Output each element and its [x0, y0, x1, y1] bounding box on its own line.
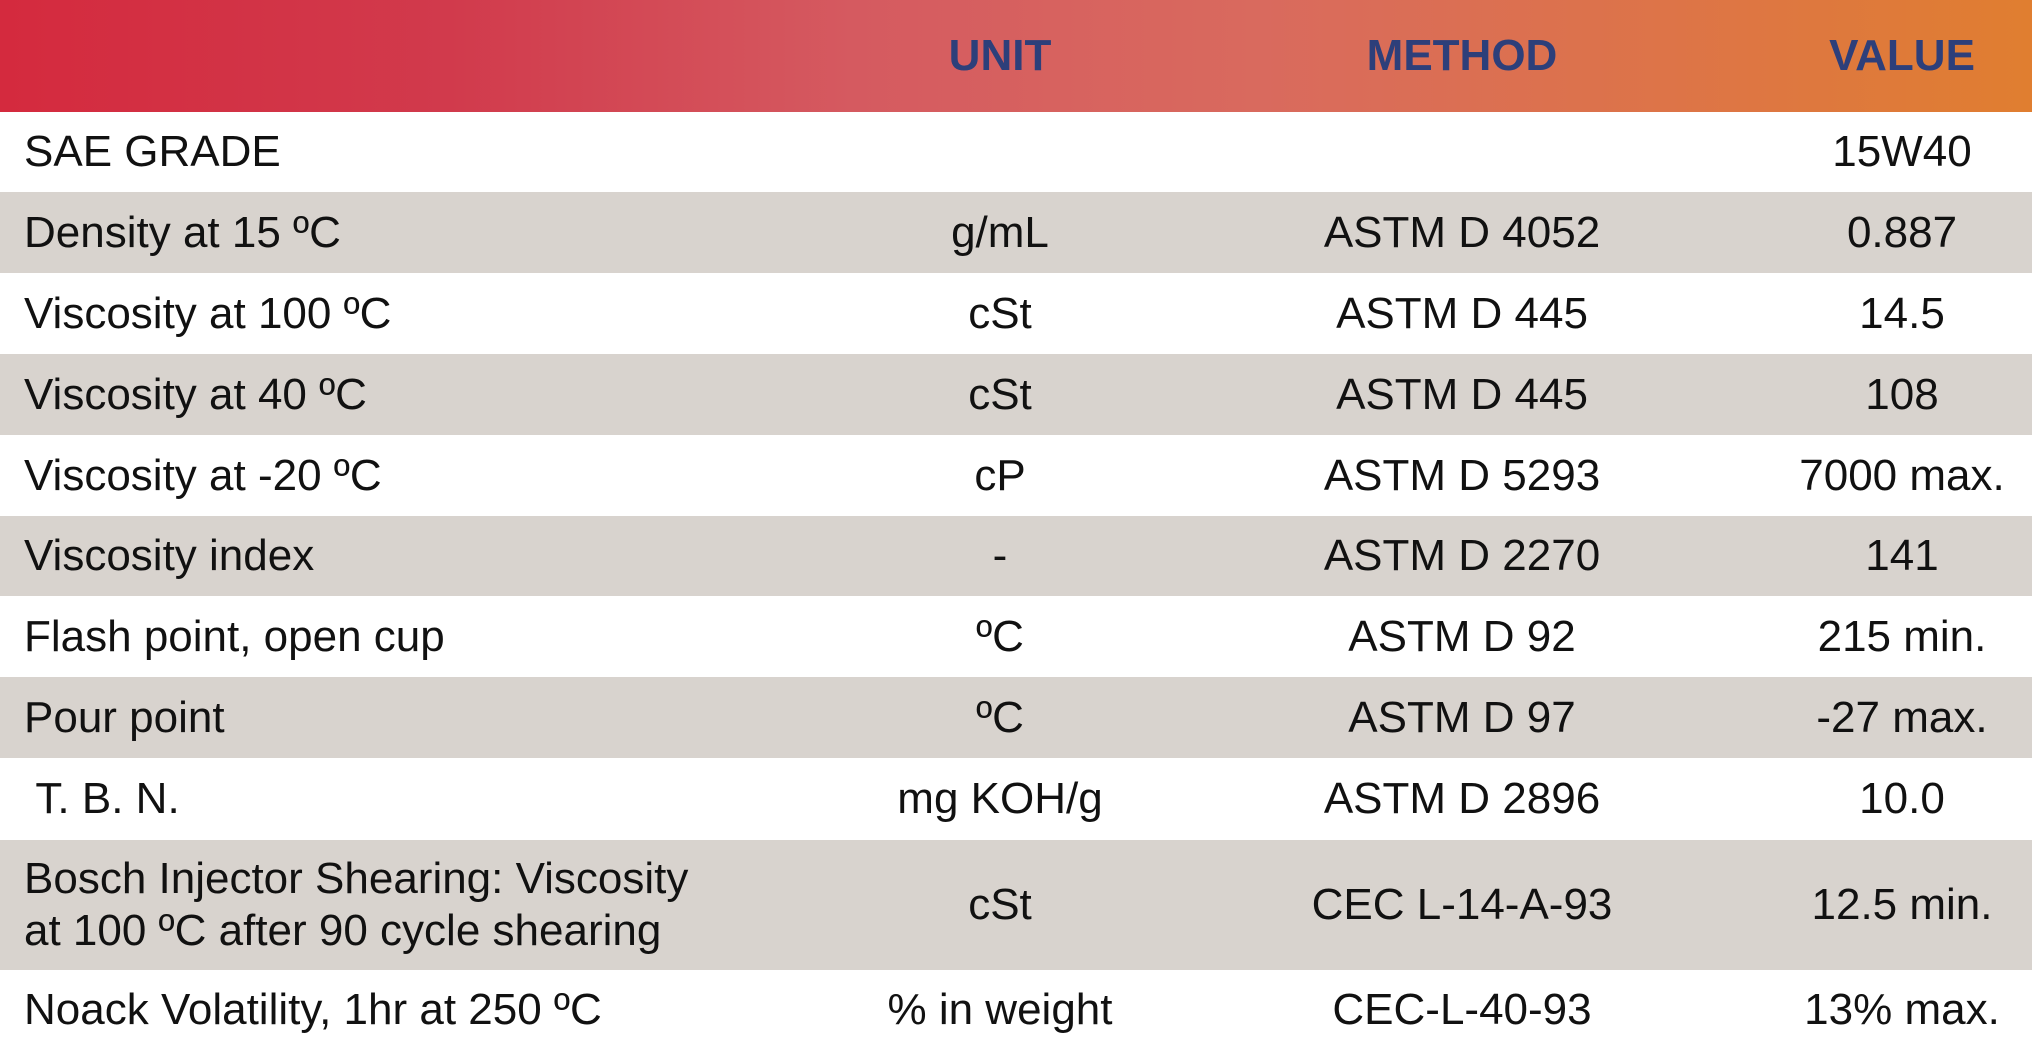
header-value: VALUE — [1829, 31, 1975, 80]
value-cell: 14.5 — [1859, 288, 1945, 338]
property-cell: Viscosity at 40 ºC — [24, 369, 367, 419]
property-cell: Bosch Injector Shearing: Viscosity at 10… — [24, 854, 689, 955]
value-cell: 141 — [1865, 531, 1939, 580]
value-cell: 7000 max. — [1799, 450, 2005, 500]
method-cell: ASTM D 4052 — [1323, 207, 1601, 257]
unit-cell: - — [992, 531, 1008, 580]
header-unit: UNIT — [948, 31, 1052, 80]
table-row: Viscosity at 100 ºC cSt ASTM D 445 14.5 — [0, 273, 2032, 354]
property-cell: Noack Volatility, 1hr at 250 ºC — [24, 985, 602, 1034]
value-cell: -27 max. — [1816, 692, 1988, 742]
unit-cell: cP — [974, 450, 1026, 500]
value-cell: 15W40 — [1832, 127, 1972, 176]
value-cell: 0.887 — [1846, 207, 1958, 257]
property-cell: Viscosity at -20 ºC — [24, 450, 382, 500]
unit-cell: cSt — [968, 880, 1032, 929]
unit-cell — [800, 112, 1200, 192]
method-cell: ASTM D 5293 — [1323, 450, 1601, 500]
property-cell: Density at 15 ºC — [24, 207, 341, 257]
property-cell: Flash point, open cup — [24, 611, 445, 661]
table-row: Bosch Injector Shearing: Viscosity at 10… — [0, 840, 2032, 970]
table-row: Density at 15 ºC g/mL ASTM D 4052 0.887 — [0, 192, 2032, 273]
table-row: Viscosity at 40 ºC cSt ASTM D 445 108 — [0, 354, 2032, 435]
table-row: Noack Volatility, 1hr at 250 ºC % in wei… — [0, 970, 2032, 1050]
unit-cell: g/mL — [951, 207, 1049, 257]
value-cell: 10.0 — [1859, 774, 1945, 823]
unit-cell: mg KOH/g — [897, 774, 1103, 823]
table-row: Viscosity at -20 ºC cP ASTM D 5293 7000 … — [0, 435, 2032, 516]
method-cell: ASTM D 97 — [1348, 692, 1576, 742]
unit-cell: % in weight — [887, 985, 1113, 1034]
value-cell: 12.5 min. — [1811, 880, 1993, 929]
unit-cell: cSt — [968, 369, 1032, 419]
table-header: UNIT METHOD VALUE — [0, 0, 2032, 112]
method-cell: CEC-L-40-93 — [1332, 985, 1592, 1034]
value-cell: 13% max. — [1804, 985, 2000, 1034]
property-cell: Viscosity index — [24, 531, 315, 580]
method-cell: ASTM D 2270 — [1323, 531, 1601, 580]
method-cell — [1262, 112, 1662, 192]
table-row: Viscosity index - ASTM D 2270 141 — [0, 516, 2032, 596]
header-method: METHOD — [1366, 31, 1558, 80]
property-cell: SAE GRADE — [24, 127, 281, 176]
table-row: Flash point, open cup ºC ASTM D 92 215 m… — [0, 596, 2032, 677]
property-cell: Viscosity at 100 ºC — [24, 288, 392, 338]
unit-cell: cSt — [968, 288, 1032, 338]
method-cell: ASTM D 2896 — [1323, 774, 1601, 823]
table-row: Pour point ºC ASTM D 97 -27 max. — [0, 677, 2032, 758]
method-cell: ASTM D 445 — [1336, 288, 1588, 338]
value-cell: 215 min. — [1817, 611, 1987, 661]
table-row: SAE GRADE 15W40 — [0, 112, 2032, 192]
method-cell: ASTM D 445 — [1336, 369, 1588, 419]
value-cell: 108 — [1865, 369, 1939, 419]
unit-cell: ºC — [976, 692, 1024, 742]
method-cell: ASTM D 92 — [1348, 611, 1576, 661]
property-cell: T. B. N. — [24, 774, 180, 823]
unit-cell: ºC — [976, 611, 1024, 661]
method-cell: CEC L-14-A-93 — [1311, 880, 1613, 929]
property-cell: Pour point — [24, 692, 225, 742]
table-row: T. B. N. mg KOH/g ASTM D 2896 10.0 — [0, 758, 2032, 840]
